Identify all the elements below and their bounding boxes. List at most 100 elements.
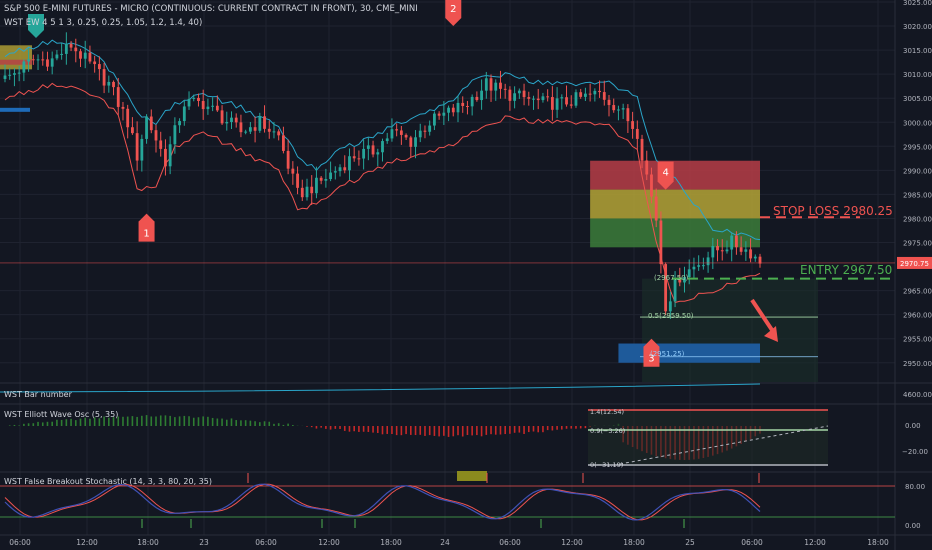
candle <box>569 95 573 109</box>
candle-body <box>362 148 366 159</box>
candle <box>447 105 450 122</box>
candle-body <box>489 78 493 91</box>
candle-body <box>22 61 26 73</box>
candle <box>300 179 304 202</box>
fib-0-5-label: 0.5(2959.50) <box>648 312 694 320</box>
candle-body <box>395 129 399 131</box>
candle-body <box>201 100 205 110</box>
candle-body <box>206 106 210 110</box>
candle <box>744 241 748 261</box>
upper-band-line <box>4 39 761 241</box>
candle <box>461 96 465 113</box>
candle-body <box>97 64 101 70</box>
teal-marker <box>28 14 44 38</box>
stoch-highlight <box>457 471 487 481</box>
wave-marker-label: 1 <box>143 229 149 240</box>
y-tick-label: 3005.00 <box>903 95 932 103</box>
chart-title: S&P 500 E-MINI FUTURES - MICRO (CONTINUO… <box>4 4 418 14</box>
candle-body <box>437 113 441 116</box>
candle-body <box>178 121 182 126</box>
candle <box>470 94 474 116</box>
candle-body <box>418 130 422 138</box>
candle-body <box>390 129 394 139</box>
candle-body <box>338 167 342 172</box>
candle <box>716 239 719 262</box>
candle <box>102 62 106 94</box>
candle-body <box>494 82 498 91</box>
y-tick-label: 2955.00 <box>903 336 932 344</box>
candle-body <box>579 92 583 97</box>
candle-body <box>244 131 248 133</box>
bar-number-line <box>0 383 761 393</box>
candle-body <box>612 105 616 111</box>
candle-body <box>522 90 526 98</box>
wave-marker-1: 1 <box>138 213 155 242</box>
candle <box>140 134 144 172</box>
x-tick-label: 06:00 <box>9 538 31 547</box>
candle <box>503 83 507 99</box>
candle <box>404 133 408 140</box>
indicator-legend: WST EW 4 5 1 3, 0.25, 0.25, 1.05, 1.2, 1… <box>4 18 202 28</box>
candle <box>324 168 328 188</box>
candle-body <box>730 235 734 250</box>
candle <box>598 80 601 98</box>
candle-body <box>121 106 125 109</box>
candle <box>517 88 521 99</box>
candle-body <box>692 266 696 270</box>
x-tick-label: 12:00 <box>318 538 340 547</box>
osc-axis-neg20: −20.00 <box>902 448 928 456</box>
candle-body <box>683 277 686 283</box>
y-tick-label: 2985.00 <box>903 191 932 199</box>
left-zone-blue <box>0 107 30 112</box>
candle <box>130 117 134 135</box>
x-tick-label: 24 <box>440 538 450 547</box>
candle-body <box>13 73 16 75</box>
candle-body <box>470 96 474 107</box>
candle <box>645 150 649 181</box>
candle-body <box>758 256 762 264</box>
candle <box>541 92 545 103</box>
y-tick-label: 3015.00 <box>903 47 932 55</box>
candle <box>475 91 479 102</box>
candle-body <box>272 131 276 133</box>
candle-body <box>305 186 309 198</box>
candle-body <box>484 78 488 91</box>
x-tick-label: 12:00 <box>804 538 826 547</box>
candle <box>409 135 413 158</box>
candle-body <box>348 156 351 171</box>
candle <box>215 95 219 112</box>
candle <box>650 167 653 204</box>
candle <box>206 98 210 115</box>
candle-body <box>291 168 295 174</box>
candle-body <box>423 130 427 132</box>
candle <box>220 105 224 126</box>
candle-body <box>517 90 521 94</box>
candle <box>46 51 49 71</box>
candle-body <box>716 246 719 251</box>
candle <box>315 166 318 199</box>
candle <box>31 54 35 65</box>
candle <box>329 161 333 182</box>
candle <box>437 111 441 120</box>
candle-body <box>749 249 752 259</box>
x-tick-label: 06:00 <box>255 538 277 547</box>
candle-body <box>550 97 554 110</box>
candle <box>418 123 422 143</box>
candle-body <box>673 279 677 302</box>
x-tick-label: 12:00 <box>561 538 583 547</box>
y-tick-label: 2975.00 <box>903 240 932 248</box>
candle <box>248 121 252 135</box>
candle <box>74 38 78 63</box>
candle-body <box>532 98 535 100</box>
candle-body <box>706 257 710 266</box>
candle <box>93 55 97 73</box>
candle-body <box>654 196 658 221</box>
candle-body <box>64 43 68 54</box>
candle-body <box>126 108 130 128</box>
y-tick-label: 2990.00 <box>903 167 932 175</box>
candle <box>385 132 389 144</box>
fib-2967-label: (2967.50) <box>654 274 689 282</box>
candle-body <box>50 58 54 67</box>
candle-body <box>555 98 559 110</box>
candle <box>414 130 417 159</box>
